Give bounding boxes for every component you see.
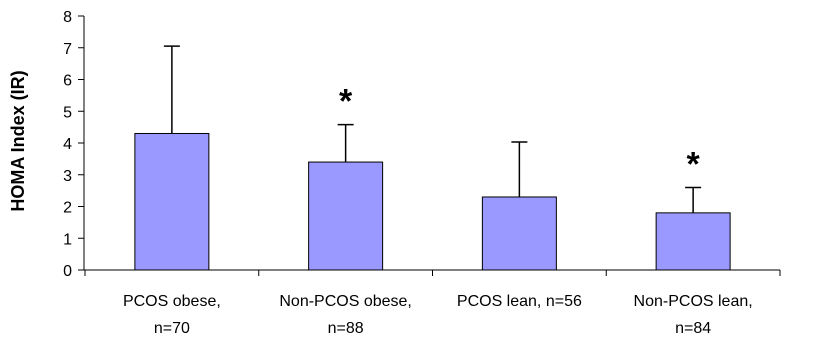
y-tick-label: 4	[63, 136, 72, 153]
category-label-line1: PCOS obese,	[123, 293, 221, 310]
y-tick-label: 0	[63, 263, 72, 280]
bar	[134, 132, 210, 271]
category-label-line1: Non-PCOS lean,	[634, 293, 753, 310]
y-tick-label: 8	[63, 9, 72, 26]
bar	[481, 196, 557, 271]
category-label-line1: Non-PCOS obese,	[279, 293, 412, 310]
bar	[308, 161, 384, 271]
y-tick-label: 2	[63, 200, 72, 217]
significance-marker: *	[339, 83, 353, 121]
y-axis-label: HOMA Index (IR)	[8, 70, 28, 211]
y-tick-label: 1	[63, 231, 72, 248]
bar	[655, 212, 731, 271]
category-label-line2: n=84	[675, 320, 711, 337]
category-label-line2: n=70	[154, 320, 190, 337]
y-tick-label: 3	[63, 168, 72, 185]
y-tick-label: 7	[63, 41, 72, 58]
y-tick-label: 6	[63, 73, 72, 90]
y-tick-label: 5	[63, 104, 72, 121]
significance-marker: *	[687, 145, 701, 183]
plot-area: 0 1 2 3 4 5 6 7 8 PCOS obese, n=70 * Non-PCOS obese,…	[63, 9, 781, 337]
category-label-line1: PCOS lean, n=56	[457, 293, 582, 310]
category-label-line2: n=88	[328, 320, 364, 337]
